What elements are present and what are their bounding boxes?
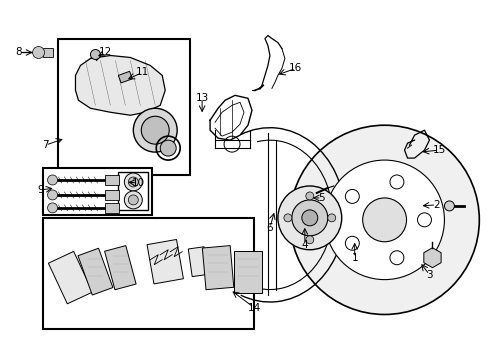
Circle shape (128, 177, 138, 187)
Text: 9: 9 (37, 185, 44, 195)
Circle shape (389, 251, 403, 265)
Text: 6: 6 (266, 223, 273, 233)
Bar (105, 175, 119, 185)
Circle shape (90, 50, 100, 59)
Circle shape (160, 140, 176, 156)
Bar (105, 190, 119, 200)
Bar (42, 48, 52, 58)
Text: 1: 1 (351, 253, 357, 263)
Circle shape (305, 236, 313, 244)
Text: 14: 14 (247, 302, 260, 312)
Circle shape (124, 173, 142, 191)
Circle shape (417, 213, 430, 227)
Circle shape (444, 201, 453, 211)
Circle shape (327, 214, 335, 222)
Text: 3: 3 (425, 270, 432, 280)
Text: 5: 5 (318, 193, 325, 203)
Circle shape (362, 198, 406, 242)
Circle shape (47, 203, 58, 213)
Circle shape (33, 46, 44, 58)
Circle shape (124, 191, 142, 209)
Circle shape (389, 175, 403, 189)
Circle shape (324, 160, 444, 280)
Text: 4: 4 (301, 240, 307, 250)
Circle shape (141, 116, 169, 144)
Circle shape (277, 186, 341, 250)
Text: 8: 8 (15, 48, 22, 58)
Polygon shape (78, 248, 113, 295)
Text: 15: 15 (432, 145, 445, 155)
Bar (42, 218, 253, 329)
Circle shape (128, 195, 138, 205)
Text: 10: 10 (131, 178, 144, 188)
Bar (42, 168, 152, 215)
Bar (105, 203, 119, 213)
Polygon shape (147, 239, 183, 284)
Text: 7: 7 (42, 140, 49, 150)
Text: 16: 16 (288, 63, 302, 73)
Text: 13: 13 (195, 93, 208, 103)
Polygon shape (48, 251, 92, 304)
Polygon shape (234, 251, 262, 293)
Circle shape (291, 200, 327, 236)
Text: 12: 12 (99, 48, 112, 58)
Polygon shape (202, 246, 233, 290)
Polygon shape (188, 247, 207, 276)
Circle shape (305, 192, 313, 200)
Circle shape (47, 190, 58, 200)
Bar (58, 39, 190, 175)
Text: 2: 2 (432, 200, 439, 210)
Bar (118, 172, 148, 210)
Circle shape (133, 108, 177, 152)
Text: 11: 11 (135, 67, 149, 77)
Circle shape (284, 214, 291, 222)
Circle shape (345, 189, 359, 203)
Circle shape (47, 175, 58, 185)
Polygon shape (75, 55, 165, 115)
Circle shape (345, 236, 359, 250)
Circle shape (289, 125, 478, 315)
Bar (118, 71, 132, 83)
Polygon shape (104, 246, 136, 290)
Circle shape (301, 210, 317, 226)
